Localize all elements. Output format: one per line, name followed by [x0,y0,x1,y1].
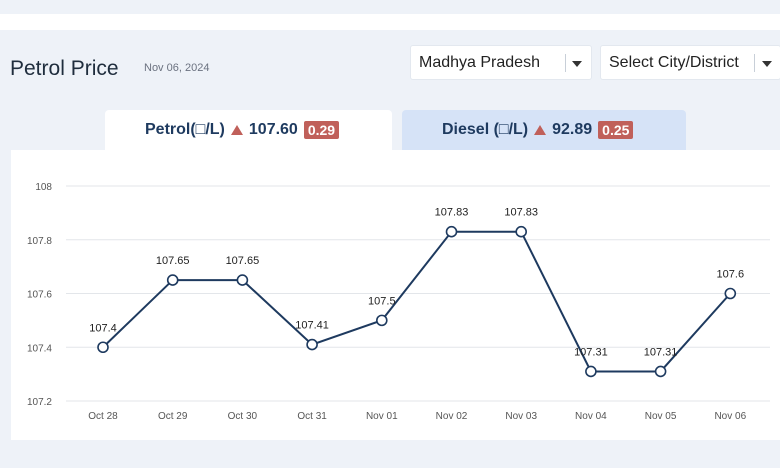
x-tick-label: Oct 28 [88,411,118,422]
data-label: 107.31 [574,346,608,358]
state-select-divider [565,54,566,72]
x-tick-label: Nov 06 [714,411,746,422]
data-point [515,225,528,238]
y-tick-label: 108 [35,182,52,193]
data-label: 107.83 [435,207,469,219]
tab-diesel-price: 92.89 [552,121,593,138]
x-tick-label: Nov 02 [436,411,468,422]
state-select[interactable]: Madhya Pradesh [411,46,591,79]
page-title: Petrol Price [10,57,119,80]
tab-petrol-label: Petrol(□/L) [145,121,225,138]
y-tick-label: 107.8 [27,236,52,247]
data-point [724,287,737,300]
chevron-down-icon [762,61,772,67]
data-point [654,365,667,378]
data-label: 107.65 [156,255,190,267]
data-label: 107.5 [368,295,396,307]
data-label: 107.6 [717,269,745,281]
price-up-icon [230,125,243,135]
y-tick-label: 107.2 [27,397,52,408]
x-tick-label: Nov 04 [575,411,607,422]
city-select-divider [754,54,755,72]
data-label: 107.83 [504,207,538,219]
price-line-chart: 107.2 107.4 107.6 107.8 108 Oct 28 Oct 29 Oct 3… [27,182,770,422]
top-strip [0,14,780,30]
data-label: 107.41 [295,320,329,332]
tab-petrol-change-badge: 0.29 [303,121,340,139]
tab-petrol[interactable]: Petrol(□/L) 107.60 0.29 [105,110,392,150]
x-tick-label: Oct 29 [158,411,188,422]
city-select-value: Select City/District [609,54,739,71]
state-select-value: Madhya Pradesh [419,54,540,71]
x-tick-label: Oct 30 [228,411,258,422]
price-up-icon [534,125,547,135]
x-tick-label: Nov 01 [366,411,398,422]
x-tick-label: Oct 31 [297,411,327,422]
x-tick-label: Nov 05 [645,411,677,422]
data-point [306,338,318,351]
y-tick-label: 107.6 [27,290,52,301]
page-header: Petrol Price Nov 06, 2024 Madhya Pradesh… [0,40,780,100]
tab-diesel-change-badge: 0.25 [598,121,634,139]
data-label: 107.65 [226,255,260,267]
x-tick-label: Nov 03 [505,411,537,422]
city-select[interactable]: Select City/District [601,46,780,79]
data-point [585,365,597,378]
data-label: 107.4 [89,322,117,334]
chevron-down-icon [572,61,582,67]
tab-diesel-label: Diesel (□/L) [442,121,529,138]
price-series-line [102,230,732,373]
data-point [166,274,179,286]
data-point [375,314,388,327]
tab-diesel[interactable]: Diesel (□/L) 92.89 0.25 [402,110,686,150]
y-tick-label: 107.4 [27,343,52,354]
price-chart-card: 107.2 107.4 107.6 107.8 108 Oct 28 Oct 29 Oct 3… [11,150,780,440]
data-point [236,274,249,286]
data-label: 107.31 [644,346,678,358]
data-point [97,341,109,354]
tab-petrol-price: 107.60 [248,121,298,138]
price-date: Nov 06, 2024 [144,62,210,74]
data-point [445,225,458,238]
